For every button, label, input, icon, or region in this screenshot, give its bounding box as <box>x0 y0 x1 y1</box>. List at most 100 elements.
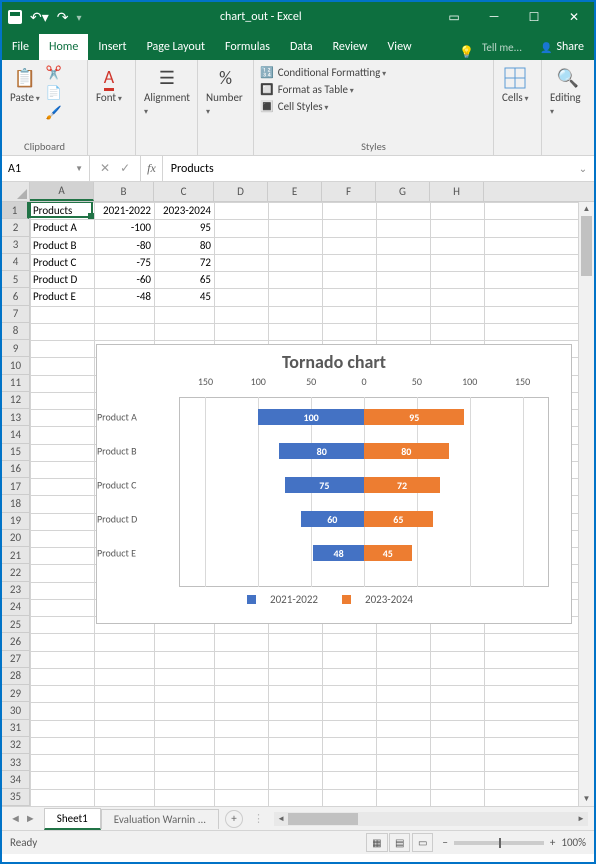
row-header[interactable]: 22 <box>2 564 29 581</box>
select-all-corner[interactable] <box>2 182 30 201</box>
cell[interactable]: -100 <box>94 219 154 236</box>
column-header[interactable]: G <box>376 182 430 201</box>
row-header[interactable]: 20 <box>2 530 29 547</box>
row-header[interactable]: 6 <box>2 288 29 305</box>
row-header[interactable]: 9 <box>2 340 29 357</box>
cell[interactable]: -75 <box>94 254 154 271</box>
scroll-up-icon[interactable]: ▲ <box>579 202 594 216</box>
cell[interactable]: -48 <box>94 288 154 305</box>
row-header[interactable]: 35 <box>2 789 29 806</box>
hscrollbar-thumb[interactable] <box>288 813 358 825</box>
cell[interactable]: 80 <box>154 237 214 254</box>
cell[interactable]: Product E <box>30 288 94 305</box>
column-header[interactable]: B <box>94 182 154 201</box>
conditional-formatting-button[interactable]: 🔢Conditional Formatting <box>260 66 386 79</box>
cell-styles-button[interactable]: 🔳Cell Styles <box>260 100 386 113</box>
zoom-level[interactable]: 100% <box>561 836 586 849</box>
row-header[interactable]: 24 <box>2 599 29 616</box>
row-header[interactable]: 30 <box>2 702 29 719</box>
row-header[interactable]: 26 <box>2 633 29 650</box>
format-as-table-button[interactable]: 🔲Format as Table <box>260 83 386 96</box>
row-header[interactable]: 7 <box>2 306 29 323</box>
save-icon[interactable] <box>8 10 22 24</box>
font-button[interactable]: A Font <box>94 64 124 106</box>
cell[interactable]: 45 <box>154 288 214 305</box>
zoom-in-button[interactable]: + <box>550 836 555 849</box>
tab-file[interactable]: File <box>2 34 39 60</box>
column-header[interactable]: C <box>154 182 214 201</box>
qat-dropdown-icon[interactable]: ▾ <box>77 11 82 24</box>
formula-expand-icon[interactable]: ⌄ <box>572 156 594 181</box>
share-button[interactable]: Share <box>530 34 594 60</box>
cell[interactable]: Product A <box>30 219 94 236</box>
new-sheet-button[interactable]: + <box>225 810 243 828</box>
row-header[interactable]: 13 <box>2 409 29 426</box>
scroll-right-icon[interactable]: ► <box>574 812 588 826</box>
enter-icon[interactable]: ✓ <box>120 161 130 176</box>
row-header[interactable]: 34 <box>2 771 29 788</box>
row-header[interactable]: 16 <box>2 461 29 478</box>
row-header[interactable]: 10 <box>2 357 29 374</box>
formula-content[interactable]: Products <box>163 156 572 181</box>
redo-icon[interactable]: ↷ <box>57 9 69 26</box>
format-painter-icon[interactable]: 🖌️ <box>46 106 62 122</box>
scroll-down-icon[interactable]: ▼ <box>579 792 594 806</box>
column-header[interactable]: F <box>322 182 376 201</box>
paste-button[interactable]: 📋 Paste <box>8 64 42 106</box>
minimize-button[interactable]: — <box>474 2 514 32</box>
page-layout-view-icon[interactable]: ▤ <box>389 833 410 852</box>
cell[interactable]: 2023-2024 <box>154 202 214 219</box>
row-header[interactable]: 12 <box>2 392 29 409</box>
normal-view-icon[interactable]: ▦ <box>366 833 387 852</box>
horizontal-scrollbar[interactable]: ◄ ► <box>274 812 588 826</box>
cell[interactable]: -80 <box>94 237 154 254</box>
sheet-tab-other[interactable]: Evaluation Warnin ... <box>101 809 219 829</box>
tell-me-search[interactable]: Tell me... <box>474 35 530 60</box>
maximize-button[interactable]: ☐ <box>514 2 554 32</box>
tab-data[interactable]: Data <box>280 34 323 60</box>
cell[interactable]: Product C <box>30 254 94 271</box>
cell[interactable]: Product B <box>30 237 94 254</box>
row-header[interactable]: 19 <box>2 513 29 530</box>
row-header[interactable]: 3 <box>2 237 29 254</box>
row-header[interactable]: 27 <box>2 651 29 668</box>
tab-splitter[interactable]: ⋮ <box>249 812 268 825</box>
editing-button[interactable]: 🔍 Editing <box>548 64 588 119</box>
chart-object[interactable]: Tornado chart 15010050050100150 Product … <box>96 344 572 624</box>
tab-page-layout[interactable]: Page Layout <box>137 34 215 60</box>
cells-area[interactable]: Products2021-20222023-2024Product A-1009… <box>30 202 578 806</box>
row-header[interactable]: 23 <box>2 582 29 599</box>
sheet-nav-right-icon[interactable]: ► <box>25 812 36 825</box>
row-header[interactable]: 2 <box>2 219 29 236</box>
cell[interactable]: 72 <box>154 254 214 271</box>
scrollbar-thumb[interactable] <box>581 216 592 276</box>
cell[interactable]: -60 <box>94 271 154 288</box>
row-header[interactable]: 31 <box>2 720 29 737</box>
column-header[interactable]: E <box>268 182 322 201</box>
row-header[interactable]: 11 <box>2 375 29 392</box>
cut-icon[interactable]: ✂️ <box>46 66 62 82</box>
cell[interactable]: 65 <box>154 271 214 288</box>
zoom-slider[interactable] <box>454 841 544 845</box>
undo-icon[interactable]: ↶▾ <box>30 9 49 26</box>
tab-view[interactable]: View <box>378 34 422 60</box>
close-button[interactable]: ✕ <box>554 2 594 32</box>
vertical-scrollbar[interactable]: ▲ ▼ <box>578 202 594 806</box>
row-header[interactable]: 17 <box>2 478 29 495</box>
row-header[interactable]: 1 <box>2 202 29 219</box>
cell[interactable]: Products <box>30 202 94 219</box>
tab-home[interactable]: Home <box>39 34 88 60</box>
number-button[interactable]: % Number <box>204 64 247 119</box>
tab-insert[interactable]: Insert <box>88 34 136 60</box>
row-header[interactable]: 29 <box>2 685 29 702</box>
copy-icon[interactable]: 📄 <box>46 86 62 102</box>
row-header[interactable]: 21 <box>2 547 29 564</box>
row-header[interactable]: 18 <box>2 495 29 512</box>
column-header[interactable]: D <box>214 182 268 201</box>
row-header[interactable]: 32 <box>2 737 29 754</box>
column-header[interactable]: A <box>30 182 94 201</box>
row-header[interactable]: 33 <box>2 754 29 771</box>
row-header[interactable]: 4 <box>2 254 29 271</box>
row-header[interactable]: 14 <box>2 426 29 443</box>
row-header[interactable]: 5 <box>2 271 29 288</box>
